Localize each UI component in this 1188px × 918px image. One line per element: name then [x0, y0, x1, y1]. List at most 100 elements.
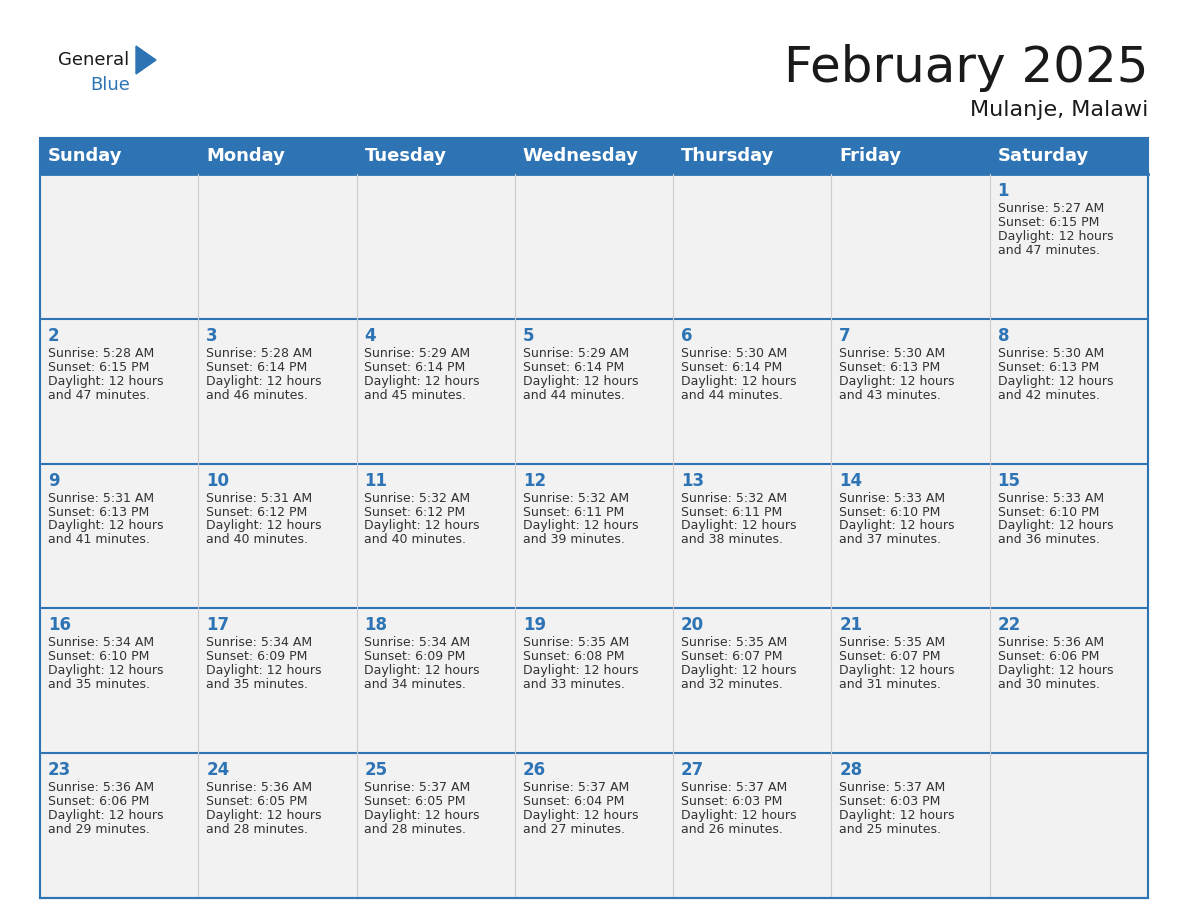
Text: and 31 minutes.: and 31 minutes.: [840, 678, 941, 691]
Bar: [514, 174, 674, 319]
Text: 23: 23: [48, 761, 71, 779]
Bar: [990, 319, 1148, 464]
Bar: [514, 609, 674, 753]
Text: Sunset: 6:08 PM: Sunset: 6:08 PM: [523, 650, 624, 664]
Text: Sunrise: 5:37 AM: Sunrise: 5:37 AM: [840, 781, 946, 794]
Bar: [514, 319, 674, 464]
Text: Sunset: 6:11 PM: Sunset: 6:11 PM: [523, 506, 624, 519]
Text: Daylight: 12 hours: Daylight: 12 hours: [207, 520, 322, 532]
Bar: [40, 753, 198, 898]
Text: Daylight: 12 hours: Daylight: 12 hours: [998, 375, 1113, 387]
Text: Sunrise: 5:32 AM: Sunrise: 5:32 AM: [365, 492, 470, 505]
Text: Sunrise: 5:28 AM: Sunrise: 5:28 AM: [207, 347, 312, 360]
Text: Sunrise: 5:30 AM: Sunrise: 5:30 AM: [681, 347, 788, 360]
Text: Sunset: 6:15 PM: Sunset: 6:15 PM: [48, 361, 150, 374]
Text: Sunrise: 5:37 AM: Sunrise: 5:37 AM: [365, 781, 470, 794]
Bar: [832, 753, 990, 898]
Text: and 44 minutes.: and 44 minutes.: [681, 388, 783, 402]
Text: Tuesday: Tuesday: [365, 147, 447, 165]
Text: and 36 minutes.: and 36 minutes.: [998, 533, 1100, 546]
Text: and 44 minutes.: and 44 minutes.: [523, 388, 625, 402]
Text: Sunset: 6:06 PM: Sunset: 6:06 PM: [998, 650, 1099, 664]
Text: and 47 minutes.: and 47 minutes.: [998, 244, 1100, 257]
Text: and 43 minutes.: and 43 minutes.: [840, 388, 941, 402]
Text: and 46 minutes.: and 46 minutes.: [207, 388, 308, 402]
Text: Sunset: 6:04 PM: Sunset: 6:04 PM: [523, 795, 624, 808]
Text: and 37 minutes.: and 37 minutes.: [840, 533, 941, 546]
Text: Sunset: 6:13 PM: Sunset: 6:13 PM: [48, 506, 150, 519]
Text: Saturday: Saturday: [998, 147, 1089, 165]
Text: Friday: Friday: [840, 147, 902, 165]
Bar: [990, 174, 1148, 319]
Text: 17: 17: [207, 616, 229, 634]
Text: Sunset: 6:12 PM: Sunset: 6:12 PM: [365, 506, 466, 519]
Bar: [832, 609, 990, 753]
Bar: [198, 319, 356, 464]
Text: and 47 minutes.: and 47 minutes.: [48, 388, 150, 402]
Text: Daylight: 12 hours: Daylight: 12 hours: [840, 520, 955, 532]
Text: Daylight: 12 hours: Daylight: 12 hours: [998, 665, 1113, 677]
Text: Sunset: 6:14 PM: Sunset: 6:14 PM: [207, 361, 308, 374]
Bar: [40, 609, 198, 753]
Text: and 26 minutes.: and 26 minutes.: [681, 823, 783, 836]
Text: Sunrise: 5:27 AM: Sunrise: 5:27 AM: [998, 202, 1104, 215]
Text: Sunrise: 5:33 AM: Sunrise: 5:33 AM: [998, 492, 1104, 505]
Text: 2: 2: [48, 327, 59, 345]
Text: and 40 minutes.: and 40 minutes.: [365, 533, 467, 546]
Text: Daylight: 12 hours: Daylight: 12 hours: [365, 375, 480, 387]
Text: and 27 minutes.: and 27 minutes.: [523, 823, 625, 836]
Text: 16: 16: [48, 616, 71, 634]
Text: Daylight: 12 hours: Daylight: 12 hours: [365, 809, 480, 823]
Text: and 29 minutes.: and 29 minutes.: [48, 823, 150, 836]
Text: and 45 minutes.: and 45 minutes.: [365, 388, 467, 402]
Bar: [674, 609, 832, 753]
Text: Sunset: 6:15 PM: Sunset: 6:15 PM: [998, 216, 1099, 229]
Text: Sunrise: 5:34 AM: Sunrise: 5:34 AM: [365, 636, 470, 649]
Text: Sunrise: 5:32 AM: Sunrise: 5:32 AM: [523, 492, 628, 505]
Text: 25: 25: [365, 761, 387, 779]
Text: Sunset: 6:03 PM: Sunset: 6:03 PM: [681, 795, 783, 808]
Text: Sunset: 6:03 PM: Sunset: 6:03 PM: [840, 795, 941, 808]
Bar: [356, 319, 514, 464]
Text: 5: 5: [523, 327, 535, 345]
Bar: [198, 753, 356, 898]
Bar: [356, 753, 514, 898]
Text: 3: 3: [207, 327, 217, 345]
Bar: [674, 174, 832, 319]
Text: Daylight: 12 hours: Daylight: 12 hours: [840, 665, 955, 677]
Text: Sunset: 6:13 PM: Sunset: 6:13 PM: [998, 361, 1099, 374]
Text: Daylight: 12 hours: Daylight: 12 hours: [523, 665, 638, 677]
Text: Sunrise: 5:28 AM: Sunrise: 5:28 AM: [48, 347, 154, 360]
Text: Sunset: 6:12 PM: Sunset: 6:12 PM: [207, 506, 308, 519]
Text: Sunrise: 5:32 AM: Sunrise: 5:32 AM: [681, 492, 788, 505]
Text: Daylight: 12 hours: Daylight: 12 hours: [523, 809, 638, 823]
Text: Daylight: 12 hours: Daylight: 12 hours: [523, 375, 638, 387]
Bar: [674, 753, 832, 898]
Text: 4: 4: [365, 327, 377, 345]
Text: Sunset: 6:10 PM: Sunset: 6:10 PM: [840, 506, 941, 519]
Text: 12: 12: [523, 472, 546, 489]
Text: and 35 minutes.: and 35 minutes.: [48, 678, 150, 691]
Text: Sunset: 6:09 PM: Sunset: 6:09 PM: [365, 650, 466, 664]
Text: 8: 8: [998, 327, 1009, 345]
Text: Sunrise: 5:29 AM: Sunrise: 5:29 AM: [365, 347, 470, 360]
Text: Sunset: 6:14 PM: Sunset: 6:14 PM: [681, 361, 783, 374]
Bar: [198, 174, 356, 319]
Bar: [674, 464, 832, 609]
Text: Sunset: 6:05 PM: Sunset: 6:05 PM: [207, 795, 308, 808]
Text: 20: 20: [681, 616, 704, 634]
Bar: [356, 174, 514, 319]
Text: 18: 18: [365, 616, 387, 634]
Text: Daylight: 12 hours: Daylight: 12 hours: [681, 375, 797, 387]
Bar: [514, 464, 674, 609]
Text: and 41 minutes.: and 41 minutes.: [48, 533, 150, 546]
Text: 27: 27: [681, 761, 704, 779]
Text: Sunrise: 5:37 AM: Sunrise: 5:37 AM: [681, 781, 788, 794]
Bar: [40, 319, 198, 464]
Text: Sunset: 6:07 PM: Sunset: 6:07 PM: [840, 650, 941, 664]
Text: Daylight: 12 hours: Daylight: 12 hours: [48, 809, 164, 823]
Bar: [832, 174, 990, 319]
Text: 1: 1: [998, 182, 1009, 200]
Text: 9: 9: [48, 472, 59, 489]
Bar: [832, 464, 990, 609]
